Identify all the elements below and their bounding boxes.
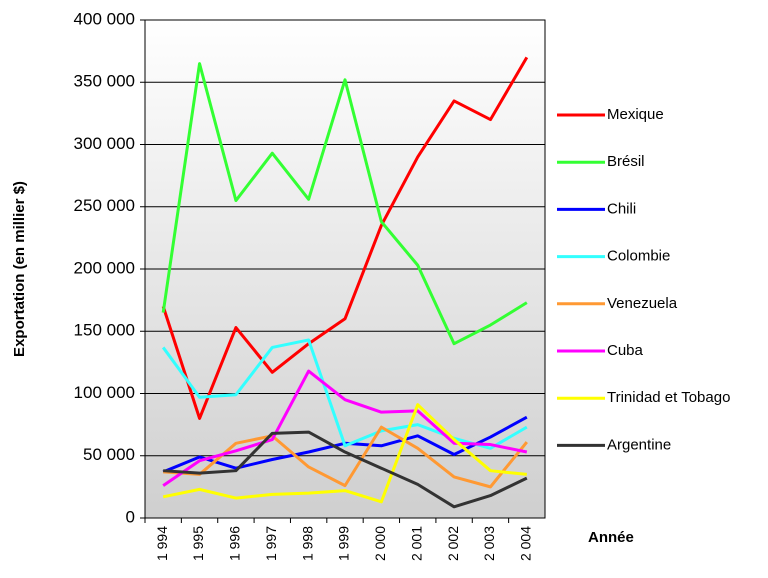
y-tick-label: 100 000 [74,383,135,402]
x-tick-label: 2 004 [518,526,534,561]
y-tick-label: 350 000 [74,72,135,91]
x-tick-label: 2 003 [481,526,497,561]
y-tick-label: 0 [126,507,135,526]
y-tick-label: 300 000 [74,134,135,153]
x-tick-label: 1 999 [336,526,352,561]
series-line [162,369,528,487]
legend-label: Trinidad et Tobago [607,389,730,406]
series-line [161,62,528,346]
x-axis-label: Année [588,529,634,546]
x-tick-label: 1 997 [263,526,279,561]
legend-label: Colombie [607,248,670,265]
legend-label: Cuba [607,342,644,359]
x-tick-label: 2 002 [445,526,461,561]
x-tick-label: 1 998 [299,526,315,561]
series-line [161,338,528,450]
legend-label: Brésil [607,153,645,170]
y-axis-label: Exportation (en millier $) [11,181,28,357]
legend-label: Argentine [607,436,671,453]
legend-label: Chili [607,200,636,217]
y-tick-label: 150 000 [74,321,135,340]
y-tick-label: 250 000 [74,196,135,215]
x-tick-label: 2 000 [372,526,388,561]
series-line [161,56,529,420]
plot-border [144,19,546,519]
series-line [163,430,528,509]
legend-label: Venezuela [607,295,678,312]
x-tick-label: 1 995 [190,526,206,561]
x-tick-label: 1 994 [154,526,170,561]
series-line [162,403,527,504]
x-tick-label: 1 996 [227,526,243,561]
x-tick-label: 2 001 [408,526,424,561]
y-tick-label: 200 000 [74,258,135,277]
y-tick-label: 50 000 [83,445,135,464]
y-tick-label: 400 000 [74,9,135,28]
legend-label: Mexique [607,106,664,123]
